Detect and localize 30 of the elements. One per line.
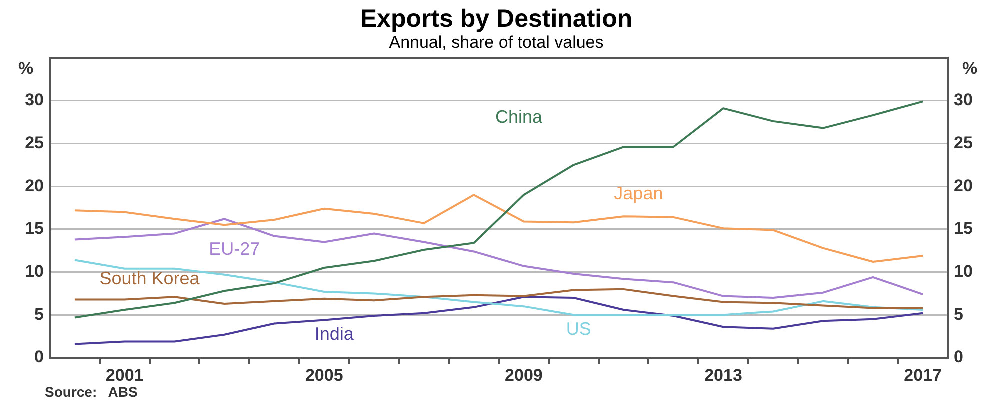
chart-title: Exports by Destination <box>360 5 633 33</box>
y-tick-label: 15 <box>25 219 44 238</box>
y2-axis-title: % <box>962 59 978 78</box>
x-tick-label: 2005 <box>305 366 344 385</box>
y-axis-title: % <box>18 59 34 78</box>
text: China <box>495 107 544 128</box>
chart-subtitle: Annual, share of total values <box>389 33 604 52</box>
source-note: Source: ABS <box>45 384 138 400</box>
y2-tick-label: 10 <box>954 262 973 281</box>
y-tick-label: 20 <box>25 176 44 196</box>
series-label: India <box>314 324 355 344</box>
y-tick-label: 5 <box>34 304 44 324</box>
y-tick-label: 25 <box>25 133 44 152</box>
x-tick-label: 2017 <box>904 366 942 385</box>
series-label: Japan <box>614 183 664 204</box>
series-label: EU-27 <box>209 239 260 260</box>
y2-tick-label: 15 <box>954 219 973 238</box>
y2-tick-label: 0 <box>954 348 964 367</box>
y-tick-label: 10 <box>25 262 44 281</box>
y2-tick-label: 20 <box>954 176 973 196</box>
series-label: US <box>566 318 592 339</box>
y-tick-label: 0 <box>34 348 44 367</box>
y-tick-label: 30 <box>25 90 44 110</box>
x-tick-label: 2001 <box>106 366 144 385</box>
x-tick-label: 2009 <box>505 366 543 385</box>
y2-tick-label: 5 <box>954 304 964 324</box>
series-label: South Korea <box>100 268 201 288</box>
x-tick-label: 2013 <box>704 366 742 385</box>
y2-tick-label: 25 <box>954 133 973 152</box>
y2-tick-label: 30 <box>954 90 973 110</box>
